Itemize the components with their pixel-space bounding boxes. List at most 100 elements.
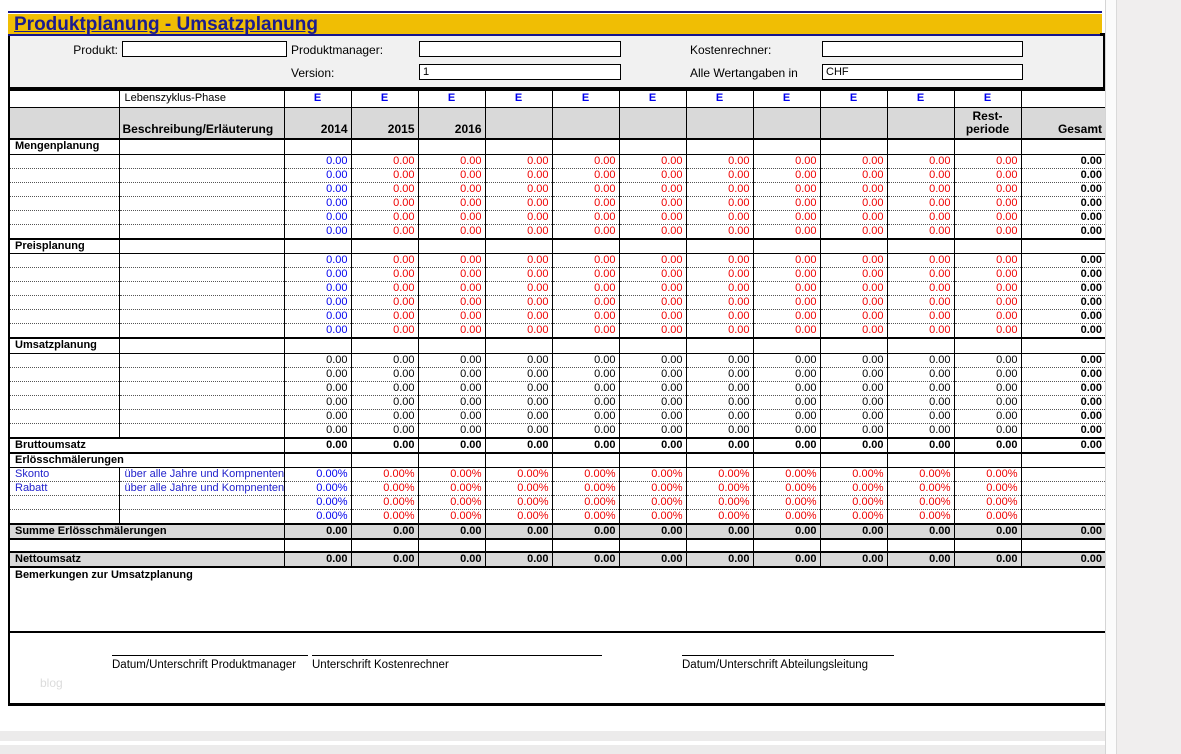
row-desc-cell[interactable] (118, 253, 285, 268)
value-cell[interactable]: 0.00 (953, 353, 1022, 368)
value-cell[interactable]: 0.00 (819, 267, 888, 282)
value-cell[interactable]: 0.00 (283, 295, 352, 310)
value-cell[interactable]: 0.00 (417, 253, 486, 268)
row-desc-cell[interactable] (118, 196, 285, 211)
row-desc-cell[interactable] (118, 281, 285, 296)
value-cell[interactable]: 0.00 (484, 267, 553, 282)
value-cell[interactable]: 0.00 (283, 154, 352, 169)
value-cell[interactable]: 0.00 (752, 551, 821, 568)
percent-value-cell[interactable]: 0.00% (551, 467, 620, 482)
percent-value-cell[interactable]: 0.00% (886, 481, 955, 496)
row-desc-cell[interactable] (118, 168, 285, 183)
percent-value-cell[interactable]: 0.00% (886, 467, 955, 482)
discount-type-label[interactable]: Skonto (8, 467, 120, 482)
value-cell[interactable]: 0.00 (685, 409, 754, 424)
value-cell[interactable]: 0.00 (685, 323, 754, 339)
percent-value-cell[interactable]: 0.00% (551, 509, 620, 525)
value-cell[interactable]: 0.00 (953, 253, 1022, 268)
value-cell[interactable]: 0.00 (618, 182, 687, 197)
value-cell[interactable]: 0.00 (551, 267, 620, 282)
value-cell[interactable]: 0.00 (484, 168, 553, 183)
percent-value-cell[interactable]: 0.00% (819, 509, 888, 525)
discount-type-label[interactable]: Rabatt (8, 481, 120, 496)
gesamt-value-cell[interactable]: 0.00 (1020, 210, 1107, 225)
value-cell[interactable]: 0.00 (752, 423, 821, 438)
value-cell[interactable]: 0.00 (953, 395, 1022, 410)
row-label-cell[interactable] (8, 267, 120, 282)
gesamt-value-cell[interactable]: 0.00 (1020, 182, 1107, 197)
percent-value-cell[interactable]: 0.00% (551, 495, 620, 510)
value-cell[interactable]: 0.00 (551, 168, 620, 183)
value-cell[interactable]: 0.00 (886, 323, 955, 339)
value-cell[interactable]: 0.00 (484, 395, 553, 410)
value-cell[interactable]: 0.00 (551, 436, 620, 454)
produktmanager-input[interactable] (419, 41, 621, 57)
value-cell[interactable]: 0.00 (484, 423, 553, 438)
percent-value-cell[interactable]: 0.00% (350, 467, 419, 482)
value-cell[interactable]: 0.00 (819, 168, 888, 183)
value-cell[interactable]: 0.00 (417, 436, 486, 454)
row-desc-cell[interactable] (118, 154, 285, 169)
gesamt-value-cell[interactable]: 0.00 (1020, 323, 1107, 339)
value-cell[interactable]: 0.00 (551, 551, 620, 568)
value-cell[interactable]: 0.00 (886, 409, 955, 424)
value-cell[interactable]: 0.00 (350, 224, 419, 239)
value-cell[interactable]: 0.00 (350, 367, 419, 382)
value-cell[interactable]: 0.00 (283, 367, 352, 382)
value-cell[interactable]: 0.00 (886, 353, 955, 368)
row-desc-cell[interactable] (118, 267, 285, 282)
value-cell[interactable]: 0.00 (953, 182, 1022, 197)
value-cell[interactable]: 0.00 (953, 381, 1022, 396)
value-cell[interactable]: 0.00 (417, 267, 486, 282)
percent-value-cell[interactable]: 0.00% (819, 495, 888, 510)
value-cell[interactable]: 0.00 (886, 154, 955, 169)
gesamt-value-cell[interactable]: 0.00 (1020, 436, 1107, 454)
row-label-cell[interactable] (8, 196, 120, 211)
value-cell[interactable]: 0.00 (752, 154, 821, 169)
value-cell[interactable]: 0.00 (886, 381, 955, 396)
value-cell[interactable]: 0.00 (752, 409, 821, 424)
value-cell[interactable]: 0.00 (819, 182, 888, 197)
percent-value-cell[interactable]: 0.00% (685, 467, 754, 482)
value-cell[interactable]: 0.00 (618, 253, 687, 268)
percent-value-cell[interactable]: 0.00% (417, 467, 486, 482)
value-cell[interactable]: 0.00 (283, 253, 352, 268)
value-cell[interactable]: 0.00 (551, 395, 620, 410)
remarks-input-area[interactable] (8, 582, 1107, 633)
value-cell[interactable]: 0.00 (551, 423, 620, 438)
value-cell[interactable]: 0.00 (350, 523, 419, 540)
value-cell[interactable]: 0.00 (752, 395, 821, 410)
value-cell[interactable]: 0.00 (752, 295, 821, 310)
value-cell[interactable]: 0.00 (283, 353, 352, 368)
row-label-cell[interactable] (8, 409, 120, 424)
percent-value-cell[interactable]: 0.00% (283, 467, 352, 482)
value-cell[interactable]: 0.00 (886, 423, 955, 438)
value-cell[interactable]: 0.00 (819, 224, 888, 239)
value-cell[interactable]: 0.00 (417, 182, 486, 197)
percent-value-cell[interactable]: 0.00% (819, 481, 888, 496)
value-cell[interactable]: 0.00 (283, 182, 352, 197)
value-cell[interactable]: 0.00 (752, 196, 821, 211)
row-label-cell[interactable] (8, 367, 120, 382)
value-cell[interactable]: 0.00 (685, 367, 754, 382)
value-cell[interactable]: 0.00 (618, 196, 687, 211)
value-cell[interactable]: 0.00 (551, 196, 620, 211)
percent-value-cell[interactable]: 0.00% (752, 495, 821, 510)
value-cell[interactable]: 0.00 (484, 210, 553, 225)
percent-value-cell[interactable]: 0.00% (417, 509, 486, 525)
value-cell[interactable]: 0.00 (819, 295, 888, 310)
value-cell[interactable]: 0.00 (953, 168, 1022, 183)
value-cell[interactable]: 0.00 (886, 281, 955, 296)
discount-scope-label[interactable]: über alle Jahre und Kompnenten (118, 467, 285, 482)
value-cell[interactable]: 0.00 (886, 295, 955, 310)
row-label-cell[interactable] (8, 182, 120, 197)
value-cell[interactable]: 0.00 (350, 395, 419, 410)
row-label-cell[interactable] (8, 423, 120, 438)
percent-value-cell[interactable]: 0.00% (350, 509, 419, 525)
value-cell[interactable]: 0.00 (752, 267, 821, 282)
value-cell[interactable]: 0.00 (484, 281, 553, 296)
value-cell[interactable]: 0.00 (953, 367, 1022, 382)
value-cell[interactable]: 0.00 (350, 253, 419, 268)
value-cell[interactable]: 0.00 (685, 309, 754, 324)
value-cell[interactable]: 0.00 (685, 436, 754, 454)
